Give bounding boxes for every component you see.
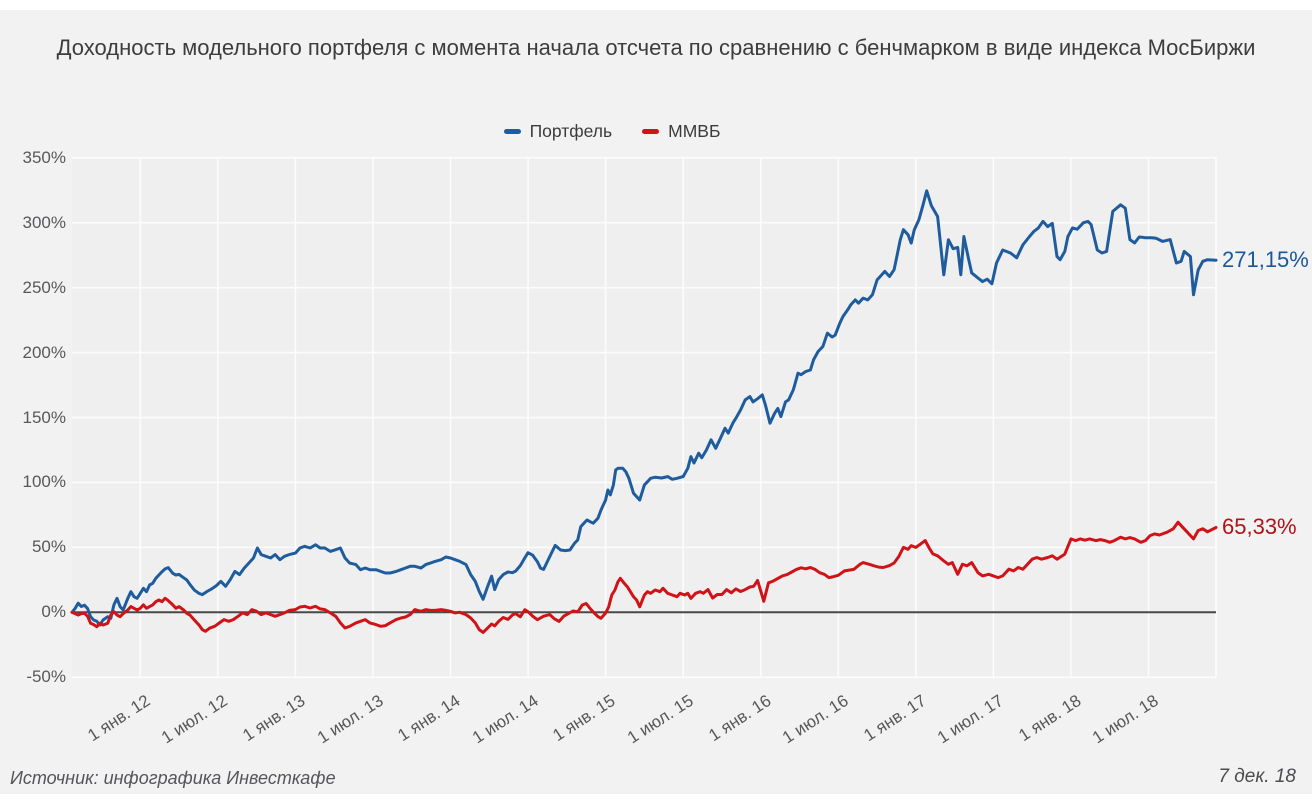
y-tick-label: 100% bbox=[22, 472, 66, 492]
legend-item-portfolio: Портфель bbox=[503, 121, 613, 142]
benchmark-end-value-label: 65,33% bbox=[1222, 514, 1297, 540]
y-tick-label: 0% bbox=[41, 602, 66, 622]
top-white-strip bbox=[0, 0, 1312, 10]
portfolio-end-value-label: 271,15% bbox=[1222, 247, 1309, 273]
benchmark-color-dash-icon bbox=[642, 129, 660, 134]
legend-portfolio-label: Портфель bbox=[529, 121, 613, 141]
chart-title: Доходность модельного портфеля с момента… bbox=[56, 35, 1256, 60]
legend: Портфель ММВБ bbox=[0, 121, 1224, 142]
legend-benchmark-label: ММВБ bbox=[668, 121, 721, 141]
legend-item-benchmark: ММВБ bbox=[642, 121, 720, 142]
y-tick-label: -50% bbox=[26, 667, 66, 687]
y-tick-label: 350% bbox=[22, 147, 66, 167]
y-tick-label: 200% bbox=[22, 342, 66, 362]
portfolio-line bbox=[70, 189, 1218, 627]
portfolio-color-dash-icon bbox=[503, 129, 521, 134]
y-tick-label: 50% bbox=[31, 537, 66, 557]
source-caption: Источник: инфографика Инвесткафе bbox=[10, 768, 336, 788]
bottom-white-strip bbox=[0, 794, 1312, 800]
benchmark-line bbox=[70, 520, 1218, 634]
y-tick-label: 300% bbox=[22, 212, 66, 232]
date-caption: 7 дек. 18 bbox=[1218, 766, 1296, 787]
y-tick-label: 150% bbox=[22, 407, 66, 427]
y-tick-label: 250% bbox=[22, 277, 66, 297]
